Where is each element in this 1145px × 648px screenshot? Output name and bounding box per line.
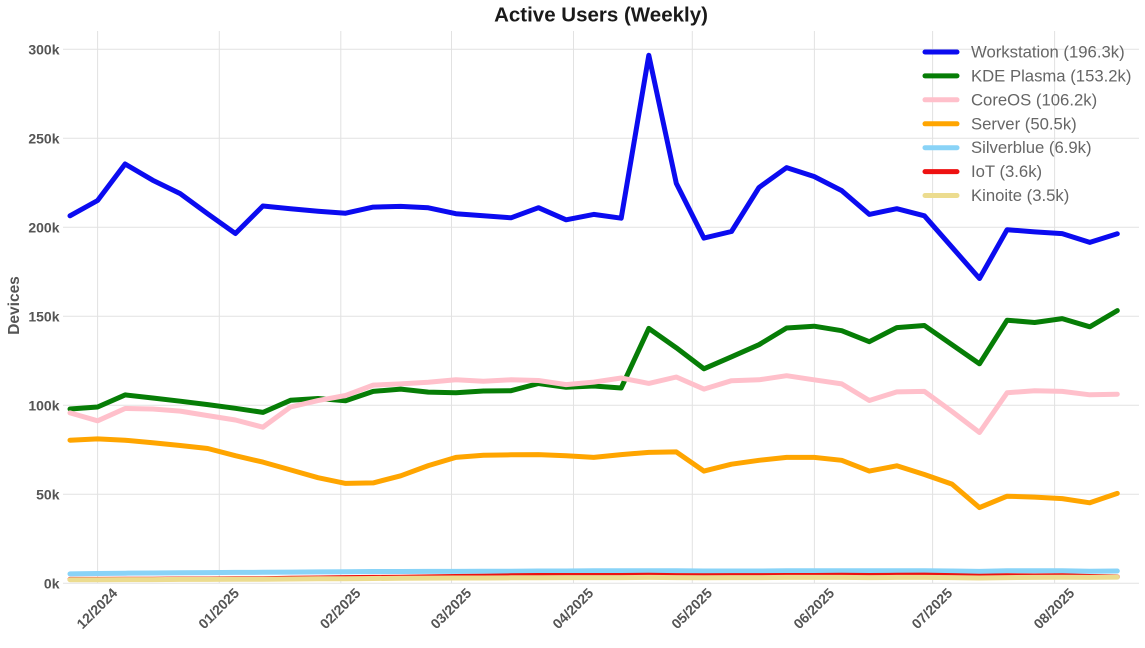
svg-text:Silverblue (6.9k): Silverblue (6.9k) (971, 138, 1092, 157)
svg-text:300k: 300k (28, 42, 59, 58)
svg-text:150k: 150k (28, 309, 59, 325)
svg-text:Active Users (Weekly): Active Users (Weekly) (494, 4, 708, 27)
svg-text:Server (50.5k): Server (50.5k) (971, 114, 1077, 133)
svg-text:IoT (3.6k): IoT (3.6k) (971, 162, 1042, 181)
svg-text:Workstation (196.3k): Workstation (196.3k) (971, 43, 1125, 62)
svg-text:Kinoite (3.5k): Kinoite (3.5k) (971, 186, 1069, 205)
svg-text:100k: 100k (28, 398, 59, 414)
svg-text:0k: 0k (44, 576, 60, 592)
svg-text:250k: 250k (28, 131, 59, 147)
svg-text:KDE Plasma (153.2k): KDE Plasma (153.2k) (971, 66, 1131, 85)
svg-text:CoreOS (106.2k): CoreOS (106.2k) (971, 90, 1097, 109)
svg-text:200k: 200k (28, 220, 59, 236)
svg-text:Devices: Devices (6, 276, 23, 335)
svg-text:50k: 50k (36, 487, 60, 503)
